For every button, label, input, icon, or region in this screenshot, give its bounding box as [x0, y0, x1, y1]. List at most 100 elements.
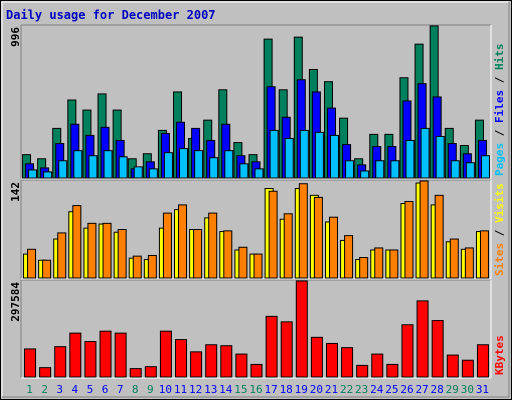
bar: [73, 150, 83, 179]
bar: [390, 160, 400, 179]
bar: [375, 160, 385, 179]
legend-entry: KBytes: [493, 335, 506, 375]
bar: [480, 155, 490, 179]
bar: [401, 324, 414, 378]
bar: [265, 315, 278, 378]
y-tick-label: 996: [9, 27, 22, 47]
bar: [283, 213, 293, 279]
bar: [465, 162, 475, 179]
x-tick-label: 19: [295, 383, 308, 396]
bar: [58, 160, 68, 179]
bar: [27, 248, 37, 279]
x-tick-label: 8: [132, 383, 139, 396]
bar: [298, 183, 308, 279]
bar: [132, 255, 142, 279]
bar: [435, 135, 445, 179]
x-tick-label: 10: [159, 383, 172, 396]
bar: [371, 353, 384, 378]
bar: [374, 247, 384, 279]
x-tick-label: 5: [87, 383, 94, 396]
bar: [449, 238, 459, 279]
x-tick-label: 7: [117, 383, 124, 396]
x-tick-label: 4: [72, 383, 79, 396]
bar: [129, 368, 142, 378]
legend: Pages / Files / Hits: [493, 44, 506, 177]
bar: [39, 367, 52, 378]
bar: [416, 300, 429, 378]
bar: [405, 139, 415, 179]
bar: [389, 249, 399, 279]
legend-separator: /: [493, 123, 506, 143]
x-tick-label: 9: [147, 383, 154, 396]
x-tick-label: 17: [264, 383, 277, 396]
bar: [88, 155, 98, 179]
bar: [268, 190, 278, 279]
bar: [419, 180, 429, 279]
x-tick-label: 21: [325, 383, 338, 396]
x-tick-label: 23: [355, 383, 368, 396]
x-tick-label: 22: [340, 383, 353, 396]
x-tick-label: 1: [26, 383, 33, 396]
x-tick-label: 20: [310, 383, 323, 396]
bar: [250, 363, 263, 378]
bar: [461, 359, 474, 378]
bar: [133, 166, 143, 179]
bar: [329, 134, 339, 179]
bar: [103, 150, 113, 179]
bar: [476, 344, 489, 378]
bar: [434, 194, 444, 279]
legend-entry: Sites: [493, 243, 506, 276]
bar: [159, 330, 172, 378]
bar: [356, 364, 369, 378]
x-tick-label: 31: [476, 383, 489, 396]
x-tick-label: 29: [446, 383, 459, 396]
bar: [446, 354, 459, 378]
bar: [269, 129, 279, 179]
bar: [163, 152, 173, 179]
bar: [239, 163, 249, 179]
bar: [162, 212, 172, 279]
bar: [223, 230, 233, 279]
bar: [314, 131, 324, 179]
bar: [54, 346, 67, 378]
x-tick-label: 27: [415, 383, 428, 396]
x-tick-label: 28: [431, 383, 444, 396]
bar: [325, 342, 338, 378]
bar: [147, 254, 157, 279]
bar: [344, 235, 354, 279]
x-tick-label: 13: [204, 383, 217, 396]
bar: [404, 200, 414, 279]
bar: [190, 351, 203, 378]
x-tick-label: 26: [400, 383, 413, 396]
bar: [144, 366, 157, 378]
x-tick-label: 11: [174, 383, 187, 396]
legend-entry: Visits: [493, 183, 506, 223]
bar: [238, 246, 248, 279]
bar: [310, 336, 323, 378]
x-tick-label: 12: [189, 383, 202, 396]
x-tick-label: 3: [56, 383, 63, 396]
bar: [43, 171, 53, 179]
bar: [178, 204, 188, 279]
x-tick-label: 2: [41, 383, 48, 396]
bar: [114, 332, 127, 378]
legend-entry: Hits: [493, 44, 506, 71]
bar: [28, 169, 38, 179]
bar: [57, 232, 67, 279]
bar: [254, 168, 264, 179]
bar: [84, 341, 97, 378]
bar: [72, 205, 82, 279]
bar: [253, 253, 263, 279]
legend-entry: Files: [493, 90, 506, 123]
legend-entry: Pages: [493, 143, 506, 176]
bar: [193, 229, 203, 279]
bar: [420, 127, 430, 179]
bar: [280, 321, 293, 378]
bar: [464, 247, 474, 279]
x-tick-label: 18: [280, 383, 293, 396]
bar: [345, 160, 355, 179]
bar: [175, 339, 188, 378]
bar: [479, 230, 489, 279]
bar: [42, 259, 52, 279]
